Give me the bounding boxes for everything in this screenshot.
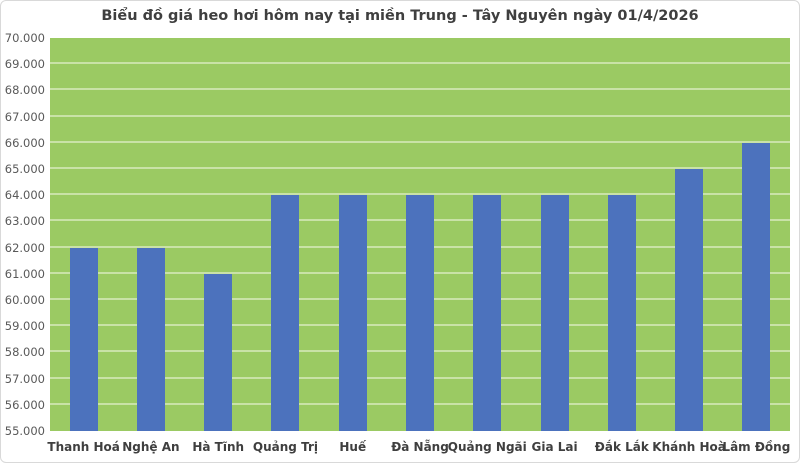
- bar: [742, 142, 771, 431]
- y-tick-label: 55.000: [4, 424, 45, 438]
- x-axis-label: Gia Lai: [531, 440, 578, 454]
- x-axis-label: Đắk Lắk: [594, 440, 649, 454]
- y-tick-label: 68.000: [4, 83, 45, 98]
- x-axis-label: Quảng Ngãi: [447, 440, 527, 454]
- gridline: [50, 193, 790, 196]
- bar: [473, 195, 502, 431]
- y-tick-label: 57.000: [4, 371, 45, 386]
- gridline: [50, 167, 790, 169]
- y-tick-label: 70.000: [4, 31, 45, 45]
- x-axis-label: Lâm Đồng: [722, 440, 791, 454]
- gridline: [50, 62, 790, 65]
- y-tick-label: 60.000: [4, 293, 45, 307]
- bar: [136, 247, 165, 431]
- y-tick-label: 66.000: [4, 135, 45, 150]
- gridline: [50, 88, 790, 91]
- bar: [69, 247, 98, 431]
- x-axis-label: Thanh Hoá: [47, 440, 120, 454]
- y-tick-label: 64.000: [4, 188, 45, 203]
- y-tick-label: 65.000: [4, 162, 45, 176]
- y-axis: 55.000 56.000 57.000 58.000 59.000 60.000 61.0…: [1, 31, 45, 438]
- gridline: [50, 140, 790, 143]
- y-tick-label: 62.000: [4, 240, 45, 255]
- bar: [607, 195, 636, 431]
- bar: [204, 273, 233, 431]
- y-tick-label: 59.000: [4, 319, 45, 334]
- x-axis-label: Quảng Trị: [252, 440, 318, 454]
- y-tick-label: 69.000: [4, 57, 45, 72]
- y-tick-label: 63.000: [4, 214, 45, 229]
- bar: [540, 195, 569, 431]
- bar: [406, 195, 434, 431]
- plot-area: [50, 38, 790, 431]
- x-axis: Thanh Hoá Nghệ An Hà Tĩnh Quảng Trị Huế Đà Nẵ…: [47, 438, 791, 460]
- chart-title: Biểu đồ giá heo hơi hôm nay tại miền Tru…: [101, 8, 699, 24]
- y-tick-label: 58.000: [4, 345, 45, 360]
- x-axis-label: Nghệ An: [122, 440, 180, 454]
- x-axis-label: Đà Nẵng: [391, 440, 449, 454]
- y-tick-label: 67.000: [4, 109, 45, 124]
- bar: [271, 195, 300, 431]
- x-axis-label: Khánh Hoà: [652, 440, 726, 454]
- bar: [675, 169, 704, 431]
- x-axis-label: Huế: [339, 440, 367, 454]
- y-tick-label: 56.000: [4, 397, 45, 412]
- y-tick-label: 61.000: [4, 266, 45, 281]
- x-axis-label: Hà Tĩnh: [192, 440, 245, 454]
- bar: [338, 195, 367, 431]
- gridline: [50, 114, 790, 117]
